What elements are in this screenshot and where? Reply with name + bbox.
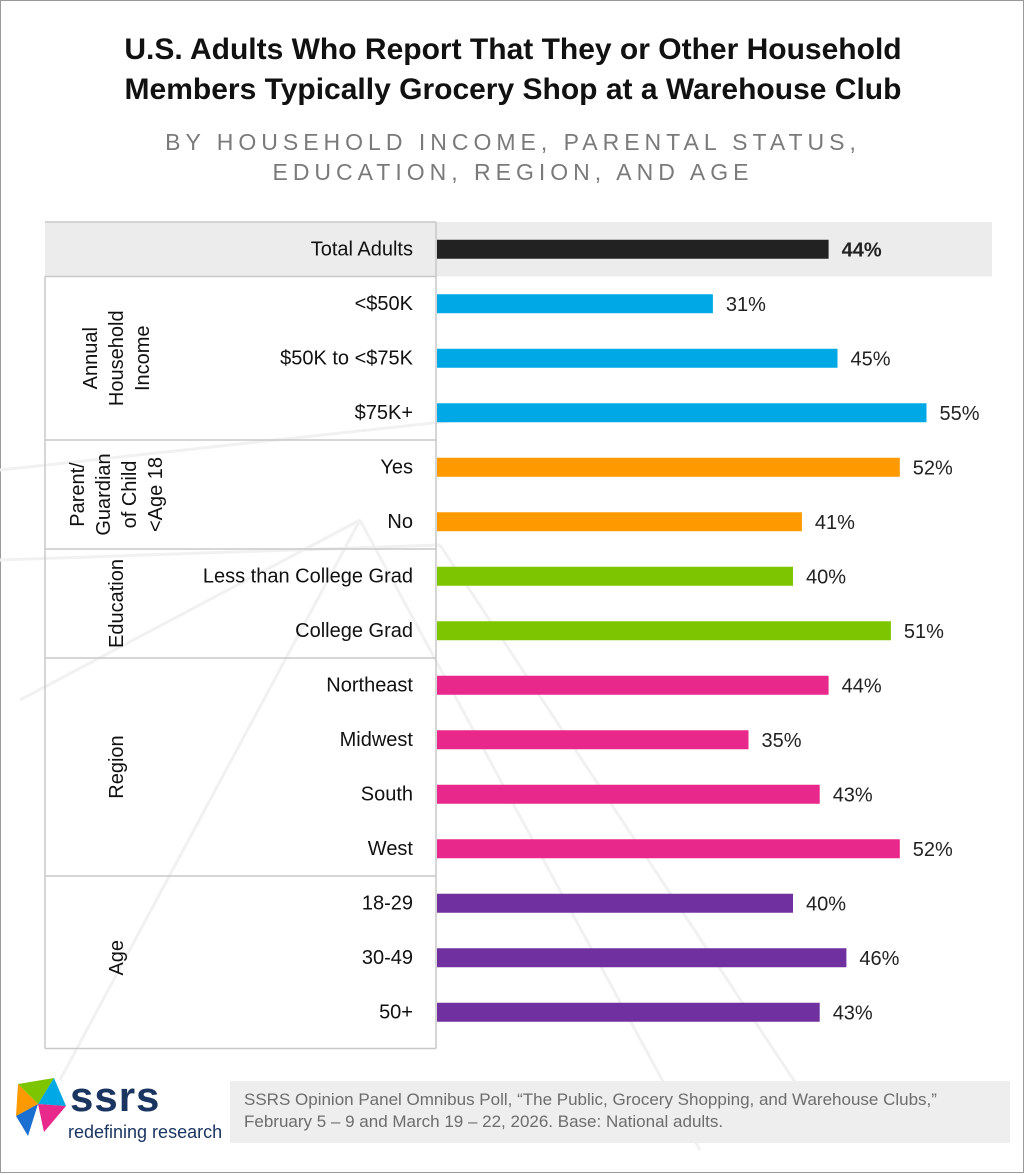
brand-tagline: redefining research [68, 1122, 223, 1142]
category-label: West [368, 838, 414, 860]
background-decor-line [19, 518, 361, 702]
category-label: Midwest [340, 729, 414, 751]
value-label: 40% [806, 893, 846, 915]
brand-name: ssrs [70, 1073, 161, 1120]
bar [437, 675, 829, 695]
group-label: Parent/ [67, 462, 89, 527]
value-label: 52% [913, 457, 953, 479]
bar [437, 948, 847, 968]
group-label: Region [106, 735, 128, 798]
bar [437, 239, 829, 259]
bar [437, 294, 713, 314]
background-decor-line [58, 519, 362, 1081]
subtitle-line-2: EDUCATION, REGION, AND AGE [272, 159, 754, 185]
bar [437, 1002, 820, 1022]
ssrs-logo-icon [16, 1078, 66, 1136]
category-label: Northeast [326, 674, 413, 696]
category-label: South [361, 783, 413, 805]
bar [437, 839, 900, 859]
value-label: 44% [842, 675, 882, 697]
category-label: College Grad [295, 620, 413, 642]
group-label: Annual [80, 327, 102, 389]
group-label: Household [106, 310, 128, 406]
value-label: 43% [833, 784, 873, 806]
subtitle-line-1: BY HOUSEHOLD INCOME, PARENTAL STATUS, [165, 129, 861, 155]
category-label: Total Adults [311, 238, 413, 260]
chart-title: U.S. Adults Who Report That They or Othe… [0, 30, 1026, 110]
value-label: 31% [726, 294, 766, 316]
bar [437, 621, 891, 641]
bar [437, 403, 927, 423]
value-label: 43% [833, 1002, 873, 1024]
value-label: 44% [842, 239, 882, 261]
bar [437, 348, 838, 368]
background-decor-line [358, 519, 702, 1151]
group-label: Age [106, 940, 128, 976]
category-label: $75K+ [355, 402, 413, 424]
value-label: 40% [806, 566, 846, 588]
value-label: 45% [851, 348, 891, 370]
value-label: 51% [904, 621, 944, 643]
category-label: Yes [380, 456, 413, 478]
category-label: 18-29 [362, 892, 413, 914]
category-label: $50K to <$75K [280, 347, 414, 369]
background-decor-line [0, 418, 461, 472]
group-label: of Child [119, 461, 141, 529]
bar [437, 784, 820, 804]
bar [437, 566, 793, 586]
category-label: 50+ [379, 1001, 413, 1023]
value-label: 41% [815, 512, 855, 534]
bar [437, 730, 749, 750]
category-label: No [387, 511, 413, 533]
category-label: Less than College Grad [203, 565, 413, 587]
chart-subtitle: BY HOUSEHOLD INCOME, PARENTAL STATUS, ED… [0, 127, 1026, 187]
bar [437, 893, 793, 913]
source-note: SSRS Opinion Panel Omnibus Poll, “The Pu… [230, 1081, 1010, 1143]
background-decor-line [438, 544, 822, 1121]
bar [437, 457, 900, 477]
value-label: 55% [940, 403, 980, 425]
group-label: Income [132, 325, 154, 391]
source-line-2: February 5 – 9 and March 19 – 22, 2026. … [244, 1112, 724, 1131]
title-line-1: U.S. Adults Who Report That They or Othe… [124, 33, 902, 66]
category-label: <$50K [355, 293, 414, 315]
background-decor-line [0, 543, 441, 562]
group-label: Guardian [93, 453, 115, 535]
bar [437, 512, 802, 532]
value-label: 46% [859, 948, 899, 970]
group-label: Education [106, 559, 128, 648]
value-label: 35% [762, 730, 802, 752]
source-line-1: SSRS Opinion Panel Omnibus Poll, “The Pu… [244, 1090, 937, 1109]
group-label: <Age 18 [145, 457, 167, 532]
title-line-2: Members Typically Grocery Shop at a Ware… [124, 73, 902, 106]
category-label: 30-49 [362, 947, 413, 969]
value-label: 52% [913, 839, 953, 861]
